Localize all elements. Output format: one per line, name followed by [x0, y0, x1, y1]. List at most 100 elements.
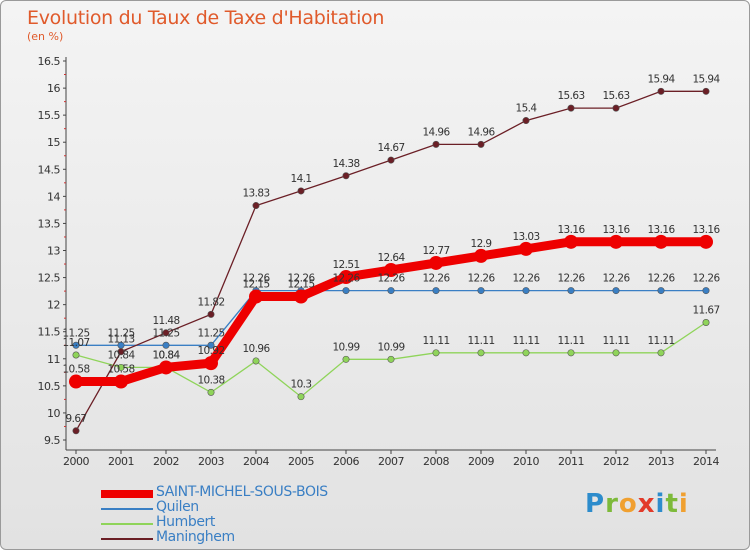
data-label: 10.99 [377, 341, 404, 353]
x-tick-label: 2012 [603, 455, 629, 468]
data-point [162, 341, 170, 349]
data-label: 14.38 [332, 158, 359, 170]
data-point [384, 262, 398, 277]
data-label: 12.26 [332, 273, 360, 285]
data-label: 11.11 [422, 335, 449, 347]
data-point [117, 363, 125, 371]
data-point [609, 234, 623, 249]
data-point [249, 289, 263, 304]
data-label: 14.96 [467, 126, 495, 138]
data-point [477, 349, 485, 357]
legend-label-2: Quilen [156, 499, 199, 515]
data-label: 11.25 [197, 327, 224, 339]
data-point [207, 310, 215, 318]
data-point [387, 355, 395, 363]
data-point [567, 104, 575, 112]
data-label: 12.15 [287, 279, 314, 291]
data-point [699, 234, 713, 249]
data-label: 12.15 [242, 279, 269, 291]
chart-axes: 9.51010.51111.51212.51313.51414.51515.51… [38, 55, 720, 468]
data-label: 10.84 [107, 349, 135, 361]
data-label: 9.67 [66, 413, 87, 425]
data-label: 15.63 [557, 90, 584, 102]
legend-label-1: SAINT-MICHEL-SOUS-BOIS [156, 484, 328, 500]
x-tick-label: 2014 [693, 455, 719, 468]
legend-swatch-2 [101, 508, 153, 510]
legend-swatch-3 [101, 523, 153, 525]
data-label: 13.16 [602, 224, 630, 236]
data-point [477, 287, 485, 295]
data-label: 12.26 [422, 273, 450, 285]
data-label: 10.3 [291, 379, 312, 391]
data-point [657, 287, 665, 295]
data-point [72, 427, 80, 435]
data-label: 14.96 [422, 126, 450, 138]
data-label: 11.25 [152, 327, 179, 339]
data-label: 11.48 [152, 315, 179, 327]
data-label: 12.26 [557, 273, 585, 285]
data-label: 10.84 [152, 349, 180, 361]
x-tick-label: 2003 [198, 455, 224, 468]
legend-item-4: Maninghem [101, 529, 401, 546]
data-point [162, 329, 170, 337]
data-label: 10.92 [197, 345, 224, 357]
data-point [432, 287, 440, 295]
data-label: 13.16 [692, 224, 720, 236]
data-point [387, 156, 395, 164]
data-point [204, 356, 218, 371]
data-label: 12.26 [647, 273, 675, 285]
legend-label-4: Maninghem [156, 529, 235, 545]
data-label: 11.82 [197, 296, 224, 308]
y-tick-label: 9.5 [44, 434, 60, 447]
data-label: 10.58 [62, 364, 89, 376]
logo-letter: P [585, 489, 606, 519]
data-point [339, 270, 353, 285]
data-point [702, 319, 710, 327]
data-point [429, 255, 443, 270]
data-label: 11.13 [107, 334, 134, 346]
y-tick-label: 12 [47, 299, 60, 312]
data-label: 10.38 [197, 374, 224, 386]
data-point [474, 248, 488, 263]
data-label: 11.07 [62, 337, 89, 349]
logo-letter: i [655, 489, 666, 519]
legend-swatch-4 [101, 538, 153, 540]
data-label: 13.83 [242, 188, 269, 200]
data-point [72, 341, 80, 349]
y-tick-label: 16 [47, 82, 60, 95]
data-label: 13.03 [512, 231, 539, 243]
data-point [519, 241, 533, 256]
data-point [252, 357, 260, 365]
data-point [297, 393, 305, 401]
y-tick-label: 11 [47, 353, 60, 366]
data-label: 12.9 [471, 238, 492, 250]
data-label: 15.94 [647, 73, 675, 85]
y-tick-label: 16.5 [38, 55, 61, 68]
data-label: 11.11 [467, 335, 494, 347]
logo-letter: i [678, 489, 689, 519]
data-label: 10.58 [107, 364, 134, 376]
data-label: 12.26 [287, 273, 315, 285]
y-tick-label: 10 [47, 407, 60, 420]
data-point [207, 388, 215, 396]
data-label: 12.77 [422, 245, 449, 257]
data-point [612, 349, 620, 357]
data-point [477, 140, 485, 148]
data-point [564, 234, 578, 249]
y-tick-label: 11.5 [38, 326, 61, 339]
y-tick-label: 15.5 [38, 109, 61, 122]
data-point [294, 289, 308, 304]
data-label: 12.26 [692, 273, 720, 285]
data-point [432, 140, 440, 148]
x-tick-label: 2008 [423, 455, 449, 468]
data-point [657, 87, 665, 95]
legend-label-3: Humbert [156, 514, 215, 530]
data-point [207, 341, 215, 349]
data-point [387, 287, 395, 295]
data-point [522, 349, 530, 357]
y-tick-label: 10.5 [38, 380, 61, 393]
data-point [702, 87, 710, 95]
data-label: 14.1 [291, 173, 312, 185]
x-tick-label: 2013 [648, 455, 674, 468]
